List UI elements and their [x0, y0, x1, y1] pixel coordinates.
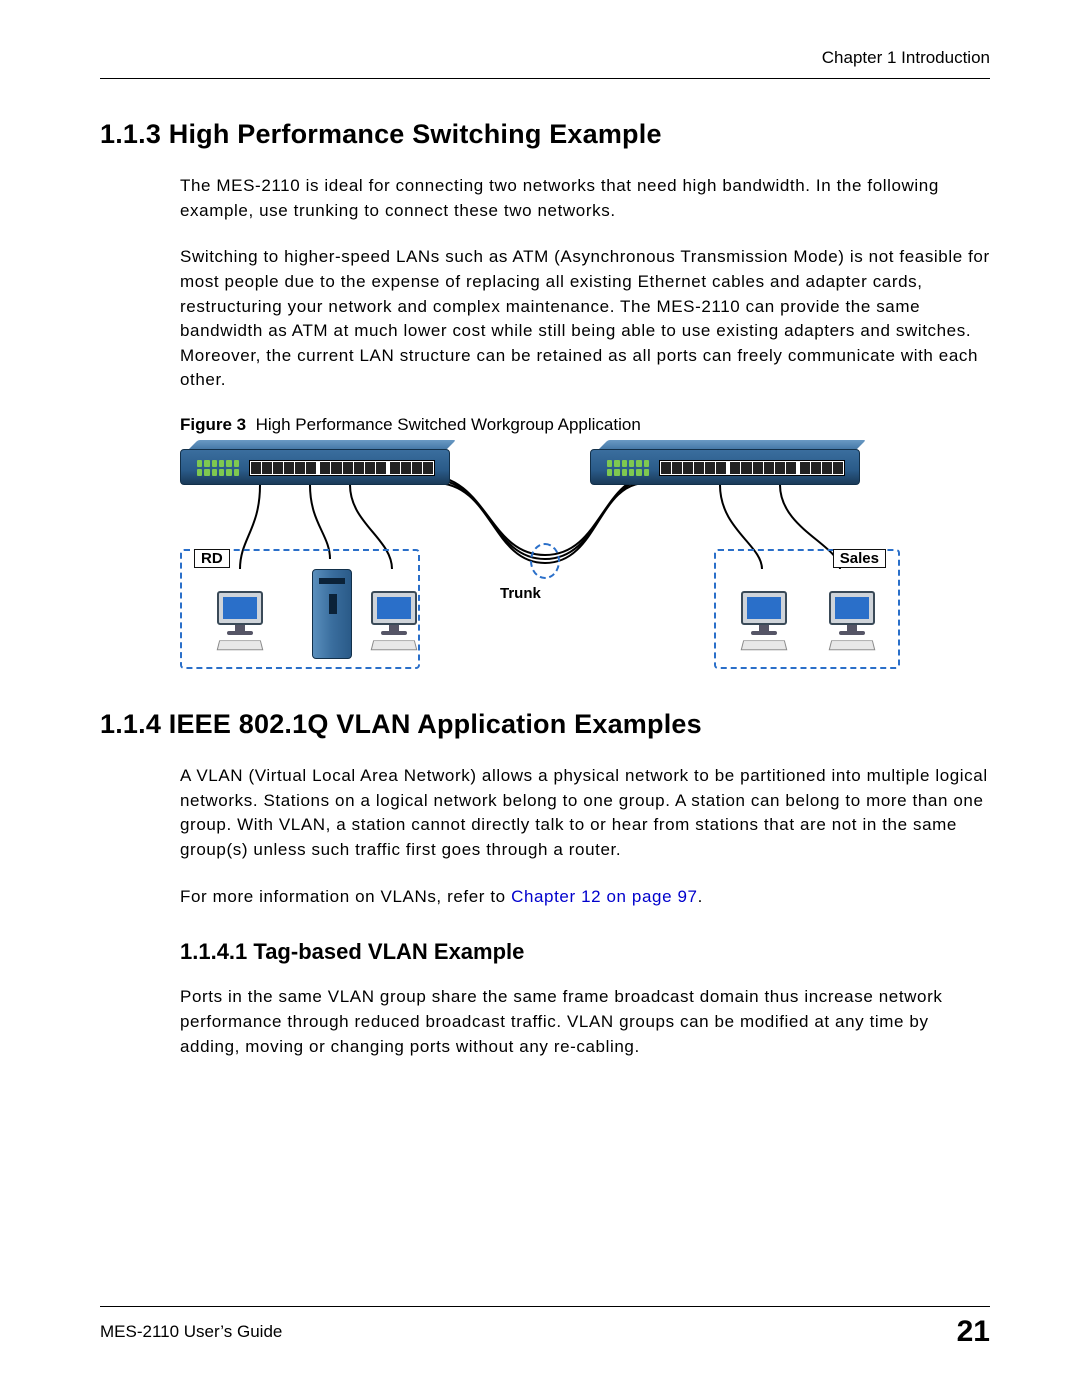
page-footer: MES-2110 User’s Guide 21 — [100, 1306, 990, 1349]
chapter-label: Chapter 1 Introduction — [822, 48, 990, 67]
pc-icon — [736, 591, 792, 659]
paragraph: Ports in the same VLAN group share the s… — [180, 985, 990, 1059]
figure-label: Figure 3 — [180, 415, 246, 434]
trunk-label: Trunk — [500, 585, 541, 602]
paragraph: For more information on VLANs, refer to … — [180, 885, 990, 910]
trunk-circle — [530, 543, 560, 579]
switch-left — [180, 449, 450, 494]
zone-rd: RD — [180, 549, 420, 669]
zone-sales-label: Sales — [833, 549, 886, 568]
cross-reference-link[interactable]: Chapter 12 on page 97 — [511, 887, 698, 906]
heading-1-1-4-1: 1.1.4.1 Tag-based VLAN Example — [180, 939, 990, 965]
server-tower-icon — [312, 569, 352, 659]
text: . — [698, 887, 703, 906]
pc-icon — [824, 591, 880, 659]
paragraph: A VLAN (Virtual Local Area Network) allo… — [180, 764, 990, 863]
paragraph: Switching to higher-speed LANs such as A… — [180, 245, 990, 393]
footer-page-number: 21 — [957, 1315, 990, 1349]
paragraph: The MES-2110 is ideal for connecting two… — [180, 174, 990, 223]
switch-right — [590, 449, 860, 494]
page-header: Chapter 1 Introduction — [100, 48, 990, 79]
footer-guide-name: MES-2110 User’s Guide — [100, 1322, 282, 1342]
figure-title: High Performance Switched Workgroup Appl… — [256, 415, 641, 434]
heading-1-1-3: 1.1.3 High Performance Switching Example — [100, 119, 990, 150]
pc-icon — [366, 591, 422, 659]
zone-sales: Sales — [714, 549, 900, 669]
zone-rd-label: RD — [194, 549, 230, 568]
heading-1-1-4: 1.1.4 IEEE 802.1Q VLAN Application Examp… — [100, 709, 990, 740]
pc-icon — [212, 591, 268, 659]
network-diagram: Trunk RD Sales — [180, 449, 900, 669]
text: For more information on VLANs, refer to — [180, 887, 511, 906]
figure-caption: Figure 3 High Performance Switched Workg… — [180, 415, 990, 435]
